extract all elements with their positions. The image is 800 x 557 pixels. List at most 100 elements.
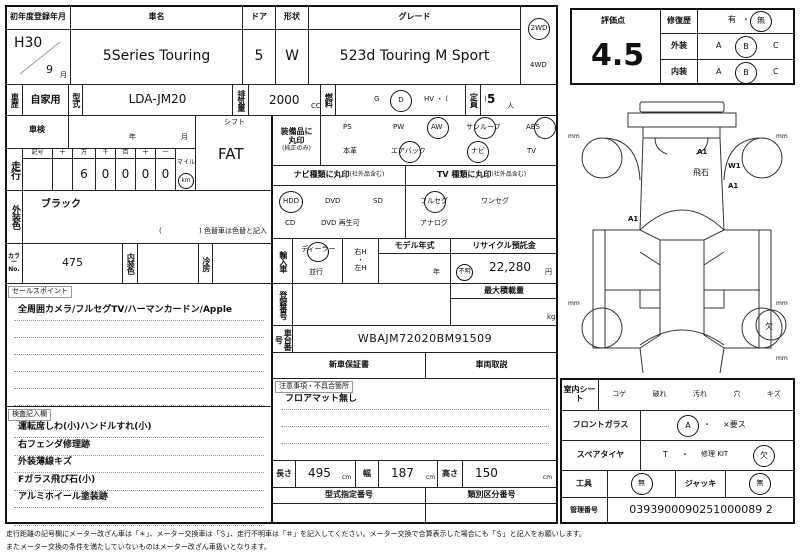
windshield-values: A ・ ×要ス bbox=[640, 410, 795, 441]
equipment-circle bbox=[534, 117, 556, 139]
tv-items-cell: フルセグ ワンセグ アナログ bbox=[405, 185, 558, 239]
mileage-digit: 0 bbox=[155, 158, 176, 191]
history-label: 車歴 bbox=[5, 84, 23, 116]
car-name-label: 車名 bbox=[70, 5, 243, 30]
capacity: 5 bbox=[487, 92, 496, 106]
spare-sep: ・ bbox=[681, 450, 689, 459]
spare-t: T bbox=[663, 450, 668, 459]
interior-color-label: 内装色 bbox=[122, 243, 138, 284]
reg-month: 9 bbox=[46, 63, 53, 76]
tv-item: アナログ bbox=[420, 219, 448, 227]
int-c: C bbox=[773, 67, 779, 76]
registration-label: 登録番号 bbox=[272, 283, 293, 326]
equipment-circle bbox=[467, 141, 489, 163]
dotted-line bbox=[14, 437, 264, 438]
damage-mark-a1-hood: A1 bbox=[697, 148, 708, 156]
era-year: H30 bbox=[14, 35, 43, 51]
kg-unit: kg bbox=[547, 313, 556, 321]
manual[interactable]: 車両取説 bbox=[425, 352, 558, 379]
score-label: 評価点 bbox=[601, 16, 625, 25]
year-unit: 年 bbox=[433, 268, 440, 276]
score-value: 4.5 bbox=[591, 38, 645, 73]
inspection-label: 車検 bbox=[5, 115, 69, 149]
notes-box: 注意事項・不具合箇所 フロアマット無し bbox=[272, 378, 558, 461]
text-line: フロアマット無し bbox=[285, 394, 358, 404]
text-line: 全周囲カメラ/フルセグTV/ハーマンカードン/Apple bbox=[18, 305, 233, 315]
capacity-cell: 5 人 bbox=[480, 84, 558, 116]
damage-mark-w1: W1 bbox=[728, 162, 741, 170]
navi-label: ナビ種類に丸印 bbox=[293, 170, 350, 180]
navi-header: ナビ種類に丸印 (社外品含む) bbox=[272, 165, 406, 186]
import-label: 輸入車 bbox=[272, 238, 293, 284]
navi-item: DVD 再生可 bbox=[321, 219, 360, 227]
width-cell: 187 cm bbox=[378, 460, 438, 488]
jack-none-circled: 無 bbox=[749, 473, 771, 495]
navi-item: CD bbox=[285, 219, 296, 227]
displacement: 2000 bbox=[269, 93, 300, 107]
fuel-g: G bbox=[374, 95, 380, 103]
int-label: 内装 bbox=[660, 59, 698, 85]
seat-items: コゲ 破れ 汚れ 穴 キズ bbox=[598, 378, 795, 411]
dotted-line bbox=[281, 443, 549, 444]
chassis-label: 車台番号 bbox=[272, 325, 293, 353]
tools-none-circled: 無 bbox=[630, 473, 653, 495]
fuel-d-circled: D bbox=[390, 90, 412, 112]
equipment-label-3: (純正のみ) bbox=[282, 145, 311, 152]
jack-cell: 無 bbox=[725, 470, 795, 498]
capacity-unit: 人 bbox=[507, 102, 514, 110]
car-damage-diagram bbox=[581, 101, 787, 374]
inspector-box: 検査記入欄 運転席しわ(小)ハンドルすれ(小) 右フェンダ修理跡 外装薄線キズ Fガラ… bbox=[5, 406, 273, 526]
dotted-line bbox=[14, 524, 264, 526]
max-load-label: 最大積載量 bbox=[450, 283, 558, 299]
mm-fr: mm bbox=[776, 133, 788, 140]
int-a: A bbox=[716, 67, 722, 76]
shift-cell: シフト FAT bbox=[195, 115, 273, 191]
hand-sep: ・ bbox=[357, 256, 364, 265]
grade-label: グレード bbox=[308, 5, 521, 30]
tv-sub: (社外品含む) bbox=[491, 171, 527, 179]
width-unit: cm bbox=[426, 474, 436, 481]
length-cell: 495 cm bbox=[295, 460, 356, 488]
length-label: 長さ bbox=[272, 460, 296, 488]
exterior-color-cell: ブラック ( ) 色替車は色替と記入 bbox=[22, 190, 273, 244]
inspection-year: 年 bbox=[129, 133, 136, 141]
shape-label: 形状 bbox=[275, 5, 309, 30]
dotted-line bbox=[14, 354, 264, 355]
warranty[interactable]: 新車保証書 bbox=[272, 352, 426, 379]
ext-values: A B C bbox=[697, 33, 795, 60]
mm-spare: mm bbox=[776, 355, 788, 362]
ac bbox=[212, 243, 273, 284]
equipment-label-cell: 装備品に 丸印 (純正のみ) bbox=[272, 115, 321, 166]
yen-unit: 円 bbox=[545, 268, 552, 276]
handle-cell: 右H ・ 左H bbox=[342, 238, 379, 284]
dotted-line bbox=[14, 454, 264, 456]
exterior-color-label: 外装色 bbox=[5, 190, 23, 244]
equipment-label-1: 装備品に bbox=[280, 127, 313, 137]
inspection-month: 月 bbox=[181, 133, 188, 141]
tools-cell: 無 bbox=[607, 470, 676, 498]
navi-items-cell: HDD DVD SD CD DVD 再生可 bbox=[272, 185, 406, 239]
color-no-label: カラーNo. bbox=[5, 243, 23, 284]
windshield-a-circled: A bbox=[677, 415, 699, 437]
shift-value: FAT bbox=[218, 145, 244, 163]
displacement-cell: 2000 CC bbox=[248, 84, 321, 116]
int-values: A B C bbox=[697, 59, 795, 85]
dealer: ディーラー bbox=[301, 245, 336, 253]
mileage-digit bbox=[52, 158, 73, 191]
windshield-replace: ×要ス bbox=[723, 420, 746, 429]
seat-item: コゲ bbox=[612, 389, 627, 398]
spare-values: T ・ 修理 KIT 欠 bbox=[640, 440, 795, 471]
text-line: 右フェンダ修理跡 bbox=[18, 439, 91, 450]
mm-rl: mm bbox=[568, 300, 580, 307]
fuel-label: 燃料 bbox=[320, 84, 336, 116]
model: LDA-JM20 bbox=[82, 84, 233, 116]
color-no: 475 bbox=[22, 243, 123, 284]
door-label: ドア bbox=[242, 5, 276, 30]
repair-no-circled: 無 bbox=[750, 11, 772, 32]
interior-color bbox=[137, 243, 199, 284]
navi-circle bbox=[279, 191, 303, 213]
recycle-fee: 22,280 bbox=[489, 260, 531, 274]
mileage-digit: 0 bbox=[135, 158, 156, 191]
chassis-number: WBAJM72020BM91509 bbox=[292, 325, 558, 353]
dotted-line bbox=[14, 507, 264, 508]
